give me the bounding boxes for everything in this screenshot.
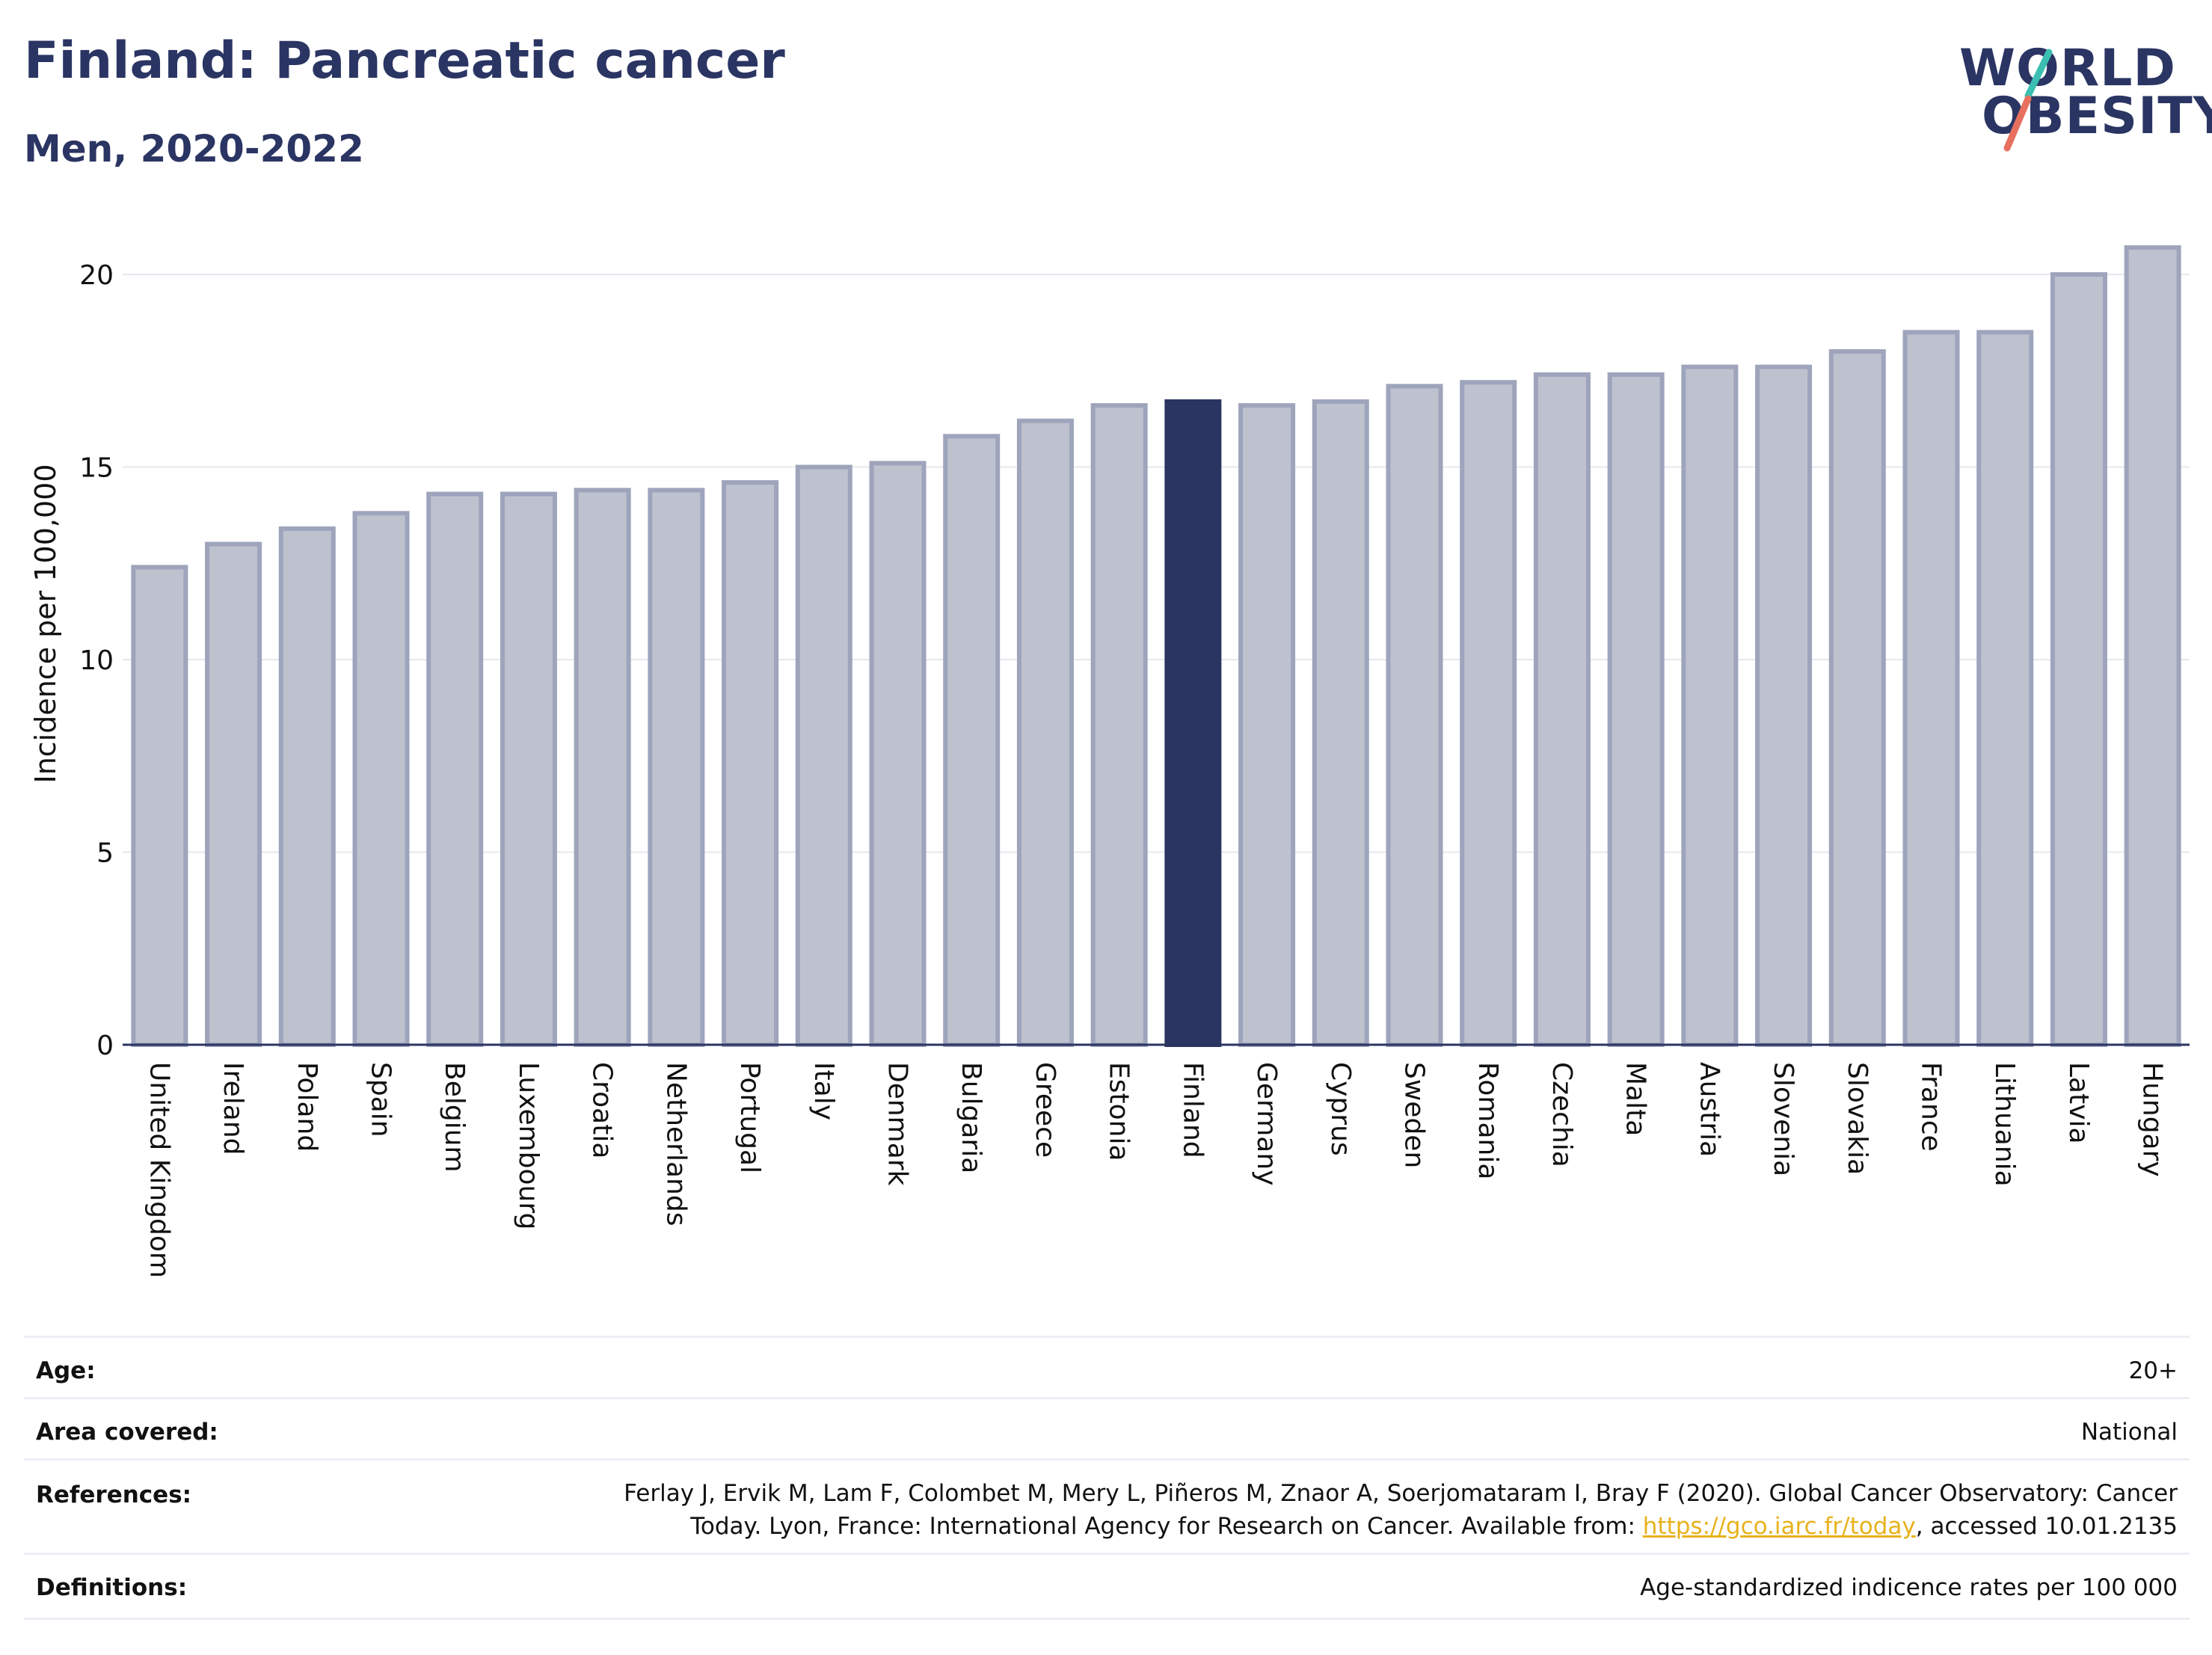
x-tick-label: Poland (292, 1062, 322, 1152)
bar-hungary (2124, 245, 2181, 1048)
bar-romania (1460, 380, 1517, 1047)
bar-slovakia (1828, 349, 1886, 1047)
meta-value-area: National (2080, 1419, 2178, 1446)
x-tick-label: Estonia (1104, 1062, 1134, 1161)
y-axis-label: Incidence per 100,000 (29, 464, 62, 783)
x-tick-label: Croatia (587, 1062, 618, 1158)
meta-label-references: References: (36, 1481, 192, 1508)
references-line-1: Ferlay J, Ervik M, Lam F, Colombet M, Me… (624, 1480, 2178, 1507)
x-tick-label: Bulgaria (956, 1062, 986, 1173)
x-tick-label: Lithuania (1989, 1062, 2020, 1187)
world-obesity-logo: WORLD OBESITY (1944, 30, 2212, 157)
x-tick-label: Slovenia (1768, 1062, 1798, 1176)
y-tick-label: 5 (96, 838, 114, 869)
bar-france (1902, 330, 1960, 1047)
x-tick-label: Netherlands (660, 1062, 691, 1226)
bar-portugal (722, 480, 779, 1047)
bar-slovenia (1755, 364, 1813, 1048)
meta-value-age: 20+ (2128, 1357, 2178, 1384)
references-line-2-suffix: , accessed 10.01.2135 (1915, 1513, 2178, 1540)
page-subtitle: Men, 2020-2022 (24, 127, 364, 171)
axes: 0 5 10 15 20 United Kingdom Ireland Poland Spain… (79, 260, 2190, 1278)
bar-united-kingdom (131, 565, 188, 1047)
x-tick-label: Hungary (2137, 1062, 2168, 1177)
x-tick-label: Slovakia (1842, 1062, 1872, 1175)
x-tick-label: United Kingdom (144, 1062, 174, 1278)
bar-italy (795, 464, 852, 1047)
logo-slash-icon (2003, 49, 2053, 152)
x-tick-label: Czechia (1546, 1062, 1577, 1167)
x-tick-label: Greece (1030, 1062, 1060, 1158)
references-line-2: Today. Lyon, France: International Agenc… (458, 1510, 2178, 1543)
references-line-2-text: Today. Lyon, France: International Agenc… (690, 1513, 1643, 1540)
bar-denmark (869, 461, 927, 1047)
bar-czechia (1533, 372, 1591, 1047)
y-tick-label: 0 (96, 1031, 114, 1061)
y-tick-label: 15 (79, 453, 114, 484)
meta-value-references: Ferlay J, Ervik M, Lam F, Colombet M, Me… (458, 1477, 2178, 1543)
bar-chart: 0 5 10 15 20 United Kingdom Ireland Poland Spain… (29, 245, 2190, 1278)
y-tick-label: 20 (79, 260, 114, 291)
meta-row-definitions: Definitions: Age-standardized indicence … (24, 1553, 2190, 1620)
bar-lithuania (1976, 330, 2034, 1047)
meta-row-age: Age: 20+ (24, 1336, 2190, 1399)
x-tick-label: Belgium (439, 1062, 470, 1173)
bars (131, 245, 2181, 1048)
x-tick-label: Germany (1251, 1062, 1282, 1185)
bar-greece (1016, 418, 1074, 1047)
meta-label-definitions: Definitions: (36, 1574, 188, 1601)
x-tick-label: Cyprus (1325, 1062, 1356, 1156)
x-tick-label: Latvia (2063, 1062, 2094, 1144)
page-title: Finland: Pancreatic cancer (24, 31, 785, 90)
bar-malta (1607, 372, 1665, 1047)
x-tick-label: Sweden (1399, 1062, 1430, 1168)
bar-austria (1681, 364, 1739, 1048)
x-tick-label: Malta (1620, 1062, 1651, 1136)
meta-label-age: Age: (36, 1357, 96, 1384)
bar-germany (1238, 403, 1296, 1047)
logo-word-world: WORLD (1959, 39, 2176, 98)
meta-row-references: References: Ferlay J, Ervik M, Lam F, Co… (24, 1458, 2190, 1555)
meta-row-area: Area covered: National (24, 1397, 2190, 1461)
x-tick-label: Spain (366, 1062, 396, 1137)
x-tick-label: France (1916, 1062, 1947, 1152)
x-tick-label: Austria (1694, 1062, 1724, 1157)
bar-latvia (2050, 272, 2107, 1047)
x-tick-label: Denmark (882, 1062, 913, 1186)
bar-estonia (1090, 403, 1148, 1047)
x-tick-label: Ireland (218, 1062, 248, 1155)
bar-croatia (574, 488, 631, 1047)
references-link[interactable]: https://gco.iarc.fr/today (1642, 1513, 1916, 1540)
bar-cyprus (1312, 399, 1369, 1047)
meta-value-definitions: Age-standardized indicence rates per 100… (1640, 1574, 2178, 1601)
bar-spain (352, 511, 410, 1047)
y-tick-label: 10 (79, 645, 114, 676)
x-tick-label: Romania (1472, 1062, 1503, 1179)
bar-belgium (426, 491, 484, 1047)
bar-finland (1164, 399, 1222, 1047)
x-tick-label: Finland (1177, 1062, 1208, 1158)
bar-netherlands (648, 488, 705, 1047)
x-tick-label: Luxembourg (513, 1062, 544, 1229)
x-tick-label: Portugal (734, 1062, 765, 1173)
bar-sweden (1386, 384, 1443, 1047)
bar-poland (278, 526, 336, 1047)
bar-bulgaria (943, 434, 1001, 1047)
x-tick-label: Italy (808, 1062, 839, 1120)
bar-ireland (205, 541, 262, 1047)
meta-label-area: Area covered: (36, 1419, 218, 1446)
bar-luxembourg (500, 491, 557, 1047)
